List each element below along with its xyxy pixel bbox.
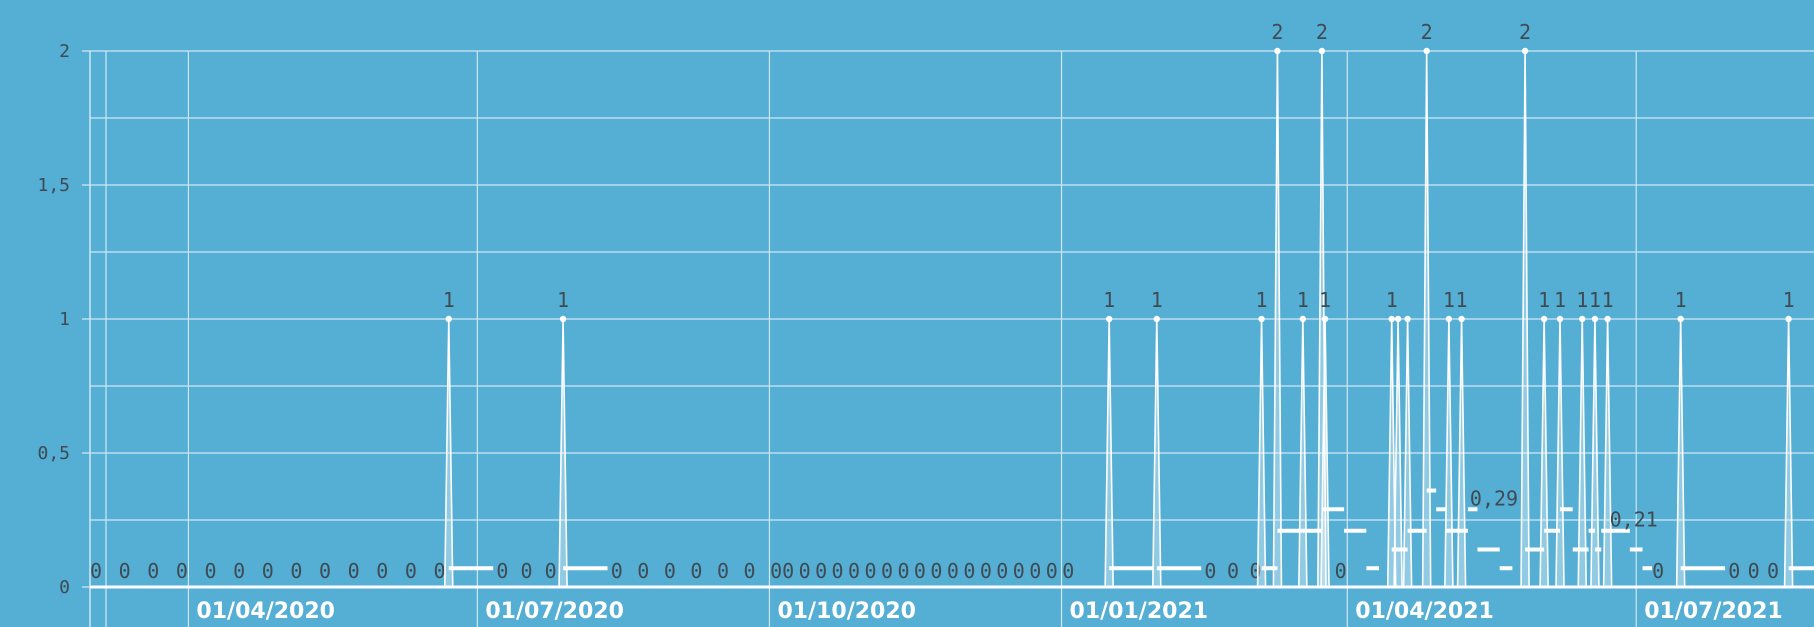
data-label: 1 — [1554, 288, 1566, 312]
spike-mark — [1539, 318, 1549, 588]
data-point — [1445, 315, 1453, 323]
data-point — [1423, 47, 1430, 55]
y-tick-label: 0,5 — [37, 443, 70, 464]
zero-value-labels: 000 — [1728, 559, 1779, 583]
x-tick-label: 01/04/2020 — [196, 599, 335, 624]
zero-value-labels: 0000000000000 — [90, 559, 446, 583]
spike-mark — [1675, 318, 1686, 588]
zero-value-labels: 0000000 — [611, 559, 782, 583]
spike-mark — [1256, 318, 1267, 588]
x-tick-label: 01/07/2020 — [485, 599, 624, 624]
data-point — [1258, 315, 1265, 323]
data-point — [1785, 315, 1792, 323]
data-label: 2 — [1421, 20, 1433, 44]
spike-mark — [558, 318, 568, 588]
x-tick-label: 01/10/2020 — [777, 599, 916, 624]
data-point — [1458, 315, 1465, 323]
spike-mark — [1272, 50, 1283, 588]
spike-mark — [1151, 318, 1162, 588]
y-tick-label: 1 — [59, 309, 70, 330]
zero-value-labels: 000000000000000000 — [782, 559, 1074, 583]
data-point — [1274, 47, 1281, 55]
data-label: 1 — [1103, 288, 1115, 312]
spike-mark — [1402, 318, 1413, 588]
zero-value-labels: 000 — [496, 559, 556, 583]
spike-mark — [1386, 318, 1397, 588]
data-point — [559, 315, 567, 323]
data-label: 2 — [1316, 20, 1328, 44]
spike-mark — [1602, 318, 1613, 588]
data-point — [445, 315, 452, 323]
data-point — [1105, 315, 1113, 323]
data-label: 1 — [1576, 288, 1588, 312]
data-point — [1394, 315, 1402, 323]
spike-mark — [1577, 318, 1588, 588]
data-label: 2 — [1519, 20, 1531, 44]
data-point — [1677, 315, 1684, 323]
data-label: 1 — [1538, 288, 1550, 312]
data-label: 1 — [1151, 288, 1163, 312]
spike-mark — [1783, 318, 1794, 588]
spike-mark — [1393, 318, 1403, 588]
data-point — [1556, 315, 1564, 323]
data-point — [1404, 315, 1411, 323]
data-point — [1604, 315, 1611, 323]
spike-mark — [443, 318, 454, 588]
data-label: 1 — [443, 288, 455, 312]
y-tick-label: 2 — [59, 41, 70, 62]
spike-mark — [1520, 50, 1530, 588]
data-label: 1 — [1443, 288, 1455, 312]
annotation-label: 0,29 — [1470, 486, 1518, 510]
zero-value-labels: 0 — [1652, 559, 1664, 583]
data-label: 2 — [1271, 20, 1283, 44]
spike-mark — [1590, 318, 1600, 588]
data-point — [1579, 315, 1586, 323]
spike-mark — [1555, 318, 1565, 588]
data-point — [1521, 47, 1529, 55]
data-label: 1 — [1456, 288, 1468, 312]
data-label: 1 — [1602, 288, 1614, 312]
spike-mark — [1456, 318, 1467, 588]
data-point — [1591, 315, 1599, 323]
data-point — [1321, 315, 1329, 323]
data-label: 1 — [1783, 288, 1795, 312]
data-label: 1 — [1675, 288, 1687, 312]
data-point — [1299, 315, 1307, 323]
data-label: 1 — [1256, 288, 1268, 312]
spike-mark — [1421, 50, 1432, 588]
data-point — [1318, 47, 1326, 55]
spike-mark — [1320, 318, 1330, 588]
data-label: 1 — [1297, 288, 1309, 312]
y-tick-label: 0 — [59, 577, 70, 598]
data-label: 1 — [1589, 288, 1601, 312]
zero-value-labels: 000 — [1204, 559, 1261, 583]
x-tick-label: 01/04/2021 — [1355, 599, 1494, 624]
x-tick-label: 01/07/2021 — [1644, 599, 1783, 624]
x-tick-label: 01/01/2021 — [1070, 599, 1209, 624]
data-point — [1153, 315, 1160, 323]
data-point — [1540, 315, 1548, 323]
data-label: 1 — [1386, 288, 1398, 312]
annotation-label: 0,21 — [1610, 508, 1658, 532]
zero-value-labels: 0 — [1335, 559, 1347, 583]
y-tick-label: 1,5 — [37, 175, 70, 196]
spike-mark — [1444, 318, 1454, 588]
data-label: 1 — [1319, 288, 1331, 312]
data-label: 1 — [557, 288, 569, 312]
spike-mark — [1104, 318, 1114, 588]
data-point — [1388, 315, 1395, 323]
spike-mark — [1298, 318, 1308, 588]
